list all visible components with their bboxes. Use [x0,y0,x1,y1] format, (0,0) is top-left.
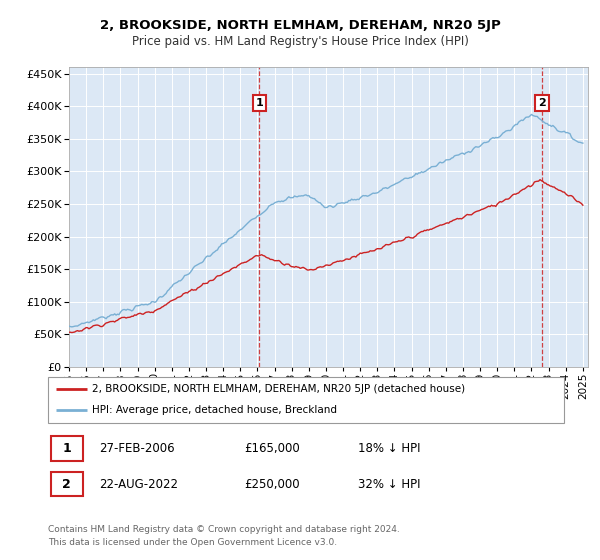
Text: 2: 2 [538,98,546,108]
Text: 2, BROOKSIDE, NORTH ELMHAM, DEREHAM, NR20 5JP: 2, BROOKSIDE, NORTH ELMHAM, DEREHAM, NR2… [100,18,500,32]
Text: 2: 2 [62,478,71,491]
Text: Price paid vs. HM Land Registry's House Price Index (HPI): Price paid vs. HM Land Registry's House … [131,35,469,49]
Text: 27-FEB-2006: 27-FEB-2006 [100,442,175,455]
Text: 1: 1 [62,442,71,455]
Text: HPI: Average price, detached house, Breckland: HPI: Average price, detached house, Brec… [92,405,337,416]
FancyBboxPatch shape [48,377,564,423]
Text: 22-AUG-2022: 22-AUG-2022 [100,478,179,491]
Text: Contains HM Land Registry data © Crown copyright and database right 2024.
This d: Contains HM Land Registry data © Crown c… [48,525,400,547]
Text: 1: 1 [256,98,263,108]
Text: 18% ↓ HPI: 18% ↓ HPI [358,442,420,455]
Text: 32% ↓ HPI: 32% ↓ HPI [358,478,420,491]
Text: £250,000: £250,000 [244,478,300,491]
Text: 2, BROOKSIDE, NORTH ELMHAM, DEREHAM, NR20 5JP (detached house): 2, BROOKSIDE, NORTH ELMHAM, DEREHAM, NR2… [92,384,465,394]
Text: £165,000: £165,000 [244,442,300,455]
FancyBboxPatch shape [50,472,83,497]
FancyBboxPatch shape [50,436,83,461]
